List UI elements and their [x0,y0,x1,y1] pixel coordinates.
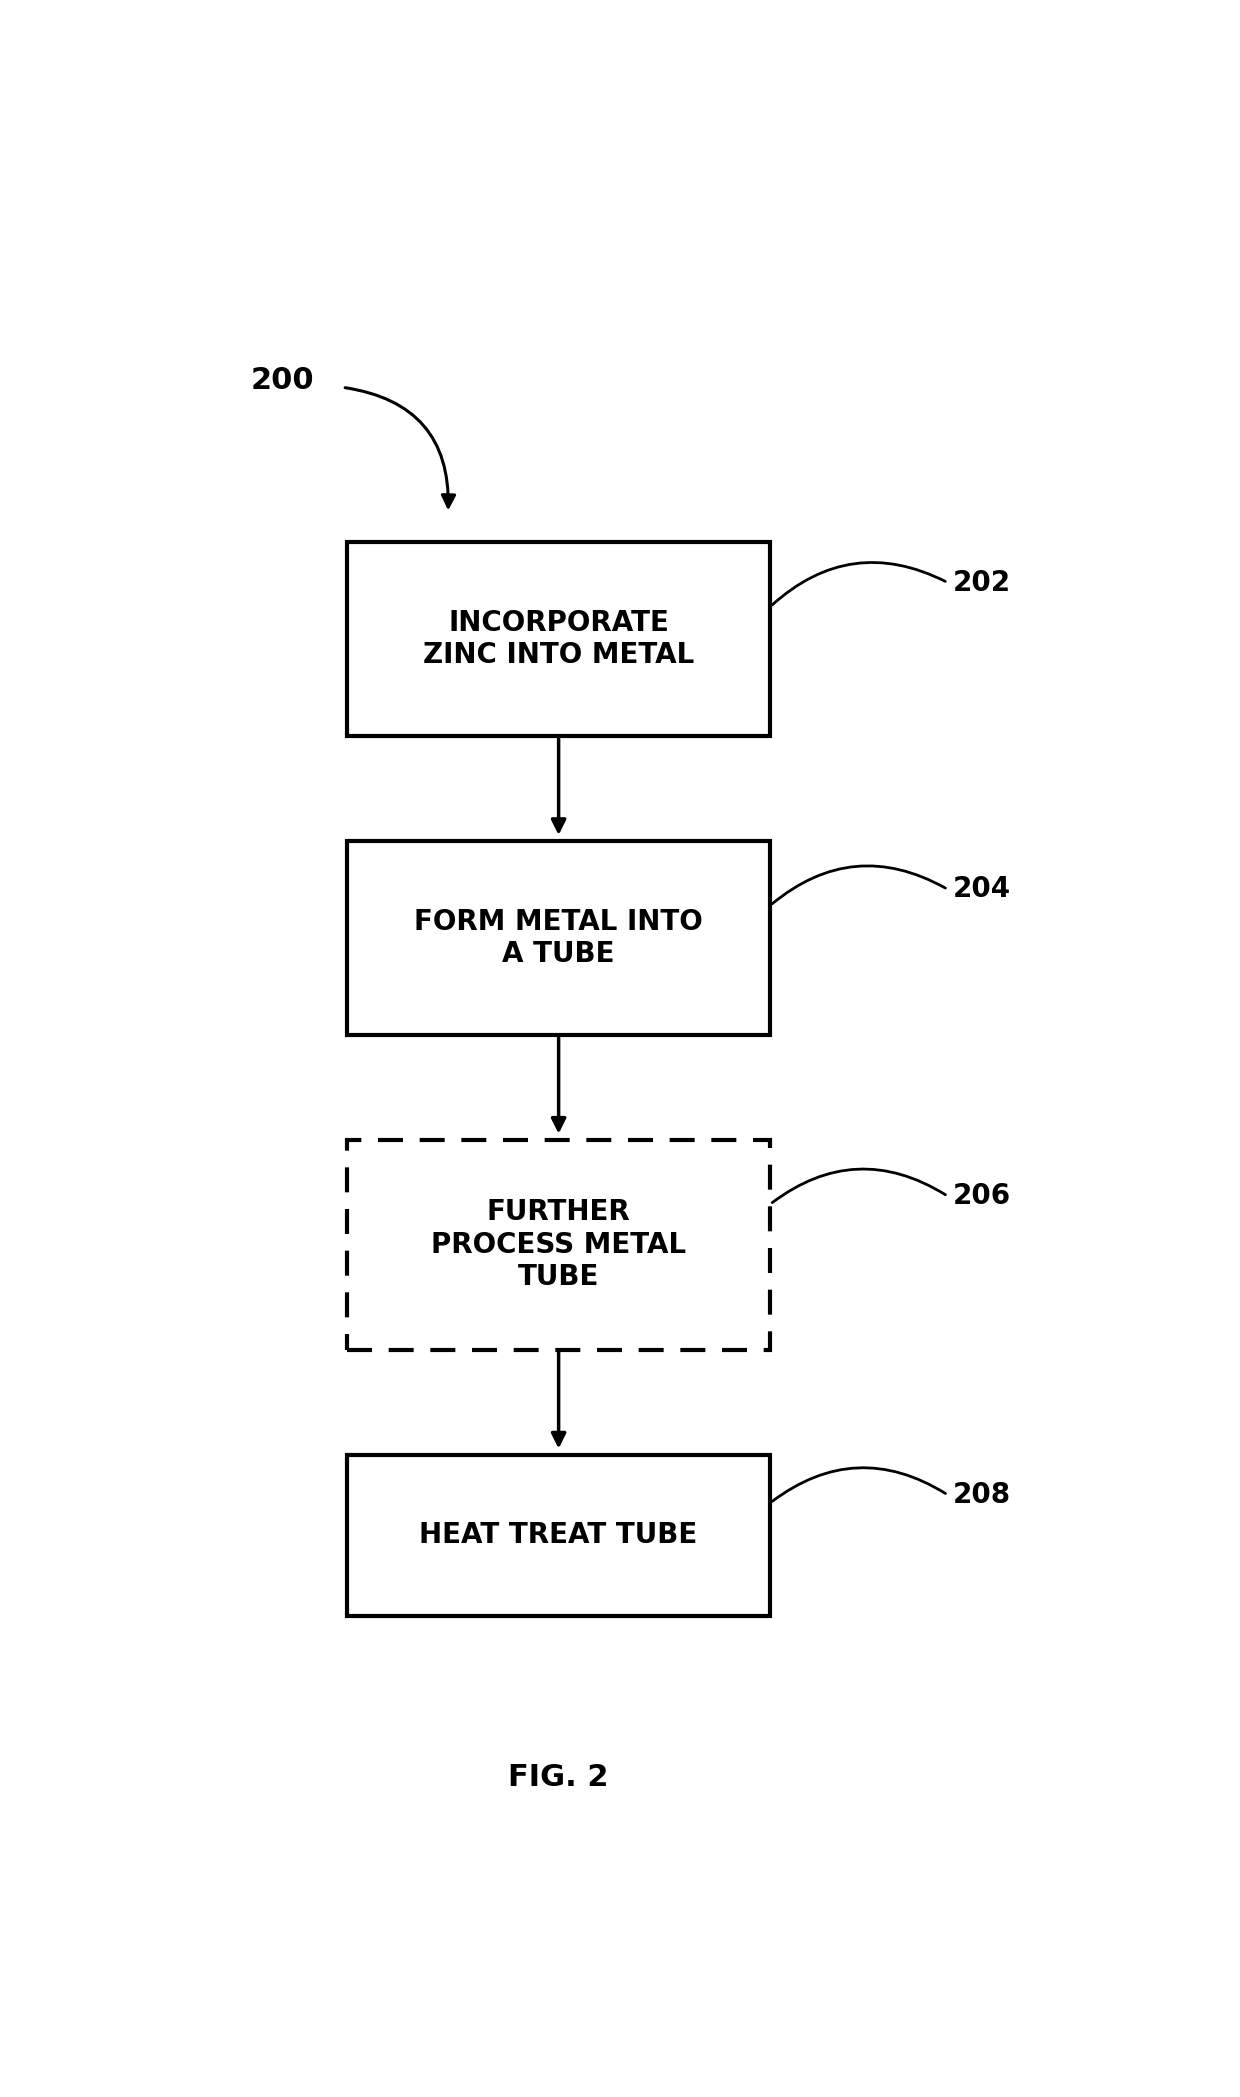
Text: FURTHER
PROCESS METAL
TUBE: FURTHER PROCESS METAL TUBE [432,1197,686,1292]
FancyArrowPatch shape [773,1168,945,1202]
Text: INCORPORATE
ZINC INTO METAL: INCORPORATE ZINC INTO METAL [423,608,694,669]
Text: HEAT TREAT TUBE: HEAT TREAT TUBE [419,1520,698,1550]
Bar [347,1455,770,1617]
Bar [347,841,770,1034]
Text: FORM METAL INTO
A TUBE: FORM METAL INTO A TUBE [414,908,703,969]
FancyArrowPatch shape [773,1468,945,1501]
Text: 204: 204 [952,874,1011,904]
Text: 200: 200 [250,367,315,396]
Bar [347,1141,770,1350]
Text: 208: 208 [952,1480,1011,1510]
Text: 206: 206 [952,1183,1011,1210]
Text: FIG. 2: FIG. 2 [508,1764,609,1793]
FancyArrowPatch shape [773,562,945,606]
Bar [347,543,770,736]
FancyArrowPatch shape [773,866,945,904]
FancyArrowPatch shape [345,388,455,507]
Text: 202: 202 [952,568,1011,598]
